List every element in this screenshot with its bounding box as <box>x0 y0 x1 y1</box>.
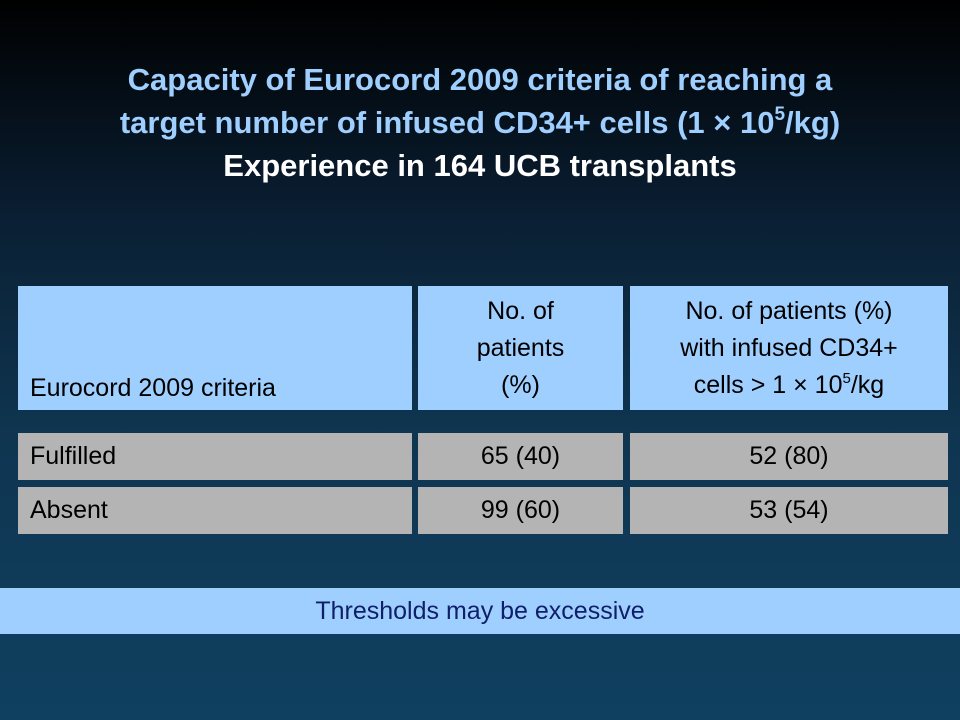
header-infused: No. of patients (%) with infused CD34+ c… <box>630 286 948 410</box>
table-row-infused: 53 (54) <box>630 487 948 534</box>
cell-criteria-absent: Absent <box>30 496 108 524</box>
header-patients: No. of patients (%) <box>418 286 623 410</box>
header-criteria-label: Eurocord 2009 criteria <box>30 374 276 402</box>
header-infused-line-3-text: cells > 1 × 10 <box>693 370 843 399</box>
table-row-criteria: Fulfilled <box>18 433 412 480</box>
title-exponent: 5 <box>774 104 786 125</box>
header-infused-unit: /kg <box>850 370 885 399</box>
header-infused-line-1: No. of patients (%) <box>685 296 893 325</box>
title-line-2-text: target number of infused CD34+ cells (1 … <box>119 105 775 140</box>
header-infused-line-3: cells > 1 × 105/kg <box>680 367 897 404</box>
header-infused-exponent: 5 <box>842 369 851 387</box>
table-row-criteria: Absent <box>18 487 412 534</box>
header-patients-line-3: (%) <box>501 370 540 399</box>
conclusion-banner: Thresholds may be excessive <box>0 588 960 634</box>
cell-patients-fulfilled: 65 (40) <box>480 442 561 470</box>
conclusion-text: Thresholds may be excessive <box>315 596 645 625</box>
header-criteria: Eurocord 2009 criteria <box>18 286 412 410</box>
header-patients-line-2: patients <box>476 333 565 362</box>
slide-title: Capacity of Eurocord 2009 criteria of re… <box>0 58 960 187</box>
cell-infused-absent: 53 (54) <box>749 496 829 524</box>
cell-infused-fulfilled: 52 (80) <box>749 442 829 470</box>
title-line-2-unit: /kg) <box>785 105 841 140</box>
header-infused-line-2: with infused CD34+ <box>680 333 898 362</box>
title-subtitle: Experience in 164 UCB transplants <box>223 148 737 183</box>
header-patients-line-1: No. of <box>487 296 554 325</box>
title-line-2: target number of infused CD34+ cells (1 … <box>0 101 960 144</box>
cell-patients-absent: 99 (60) <box>480 496 561 524</box>
table-row-patients: 65 (40) <box>418 433 623 480</box>
table-row-patients: 99 (60) <box>418 487 623 534</box>
cell-criteria-fulfilled: Fulfilled <box>30 442 117 470</box>
table-row-infused: 52 (80) <box>630 433 948 480</box>
title-line-1: Capacity of Eurocord 2009 criteria of re… <box>127 62 833 97</box>
